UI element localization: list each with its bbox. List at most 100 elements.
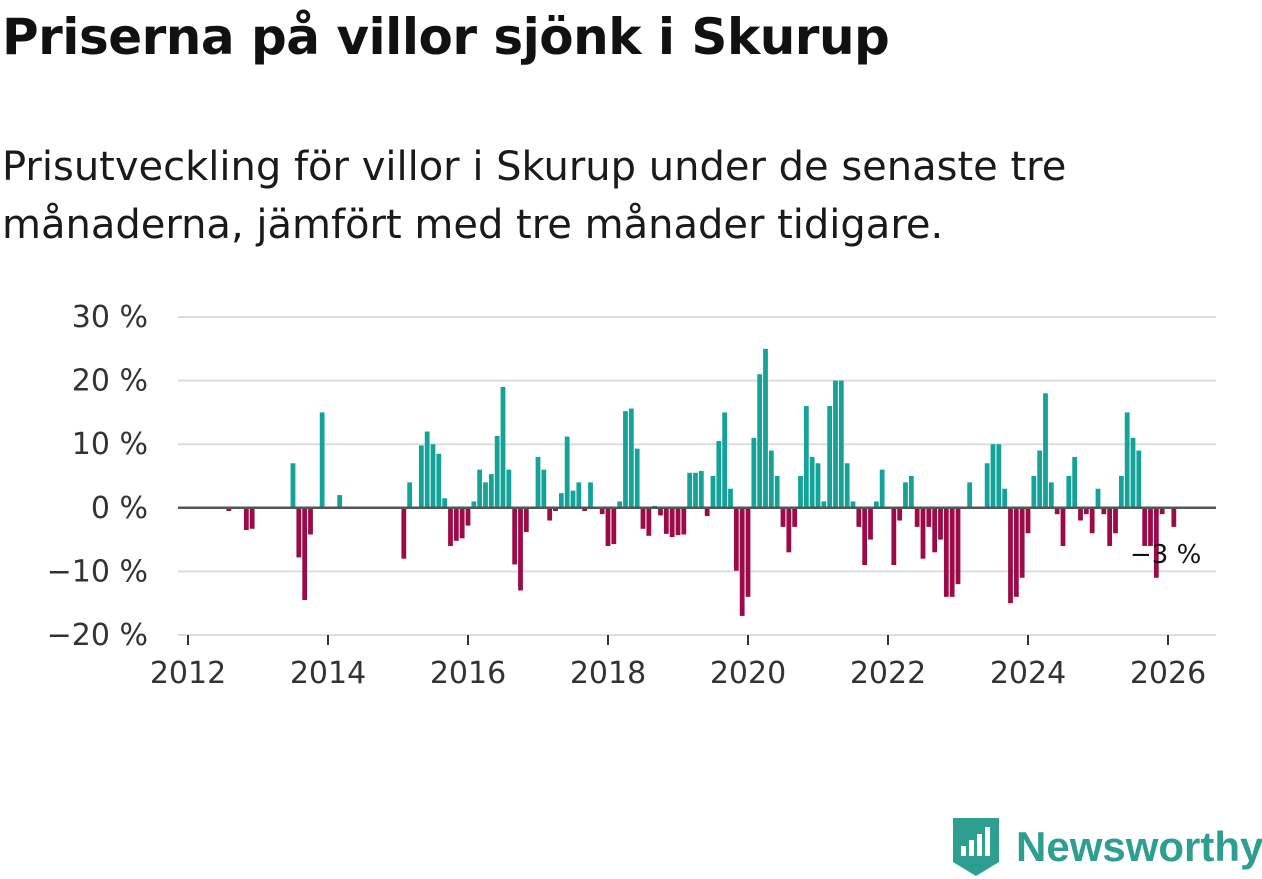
- bar: [873, 501, 879, 508]
- x-tick-label: 2024: [990, 656, 1066, 691]
- y-tick-label: 0 %: [91, 491, 148, 526]
- bar: [243, 507, 249, 531]
- bar: [1019, 507, 1025, 578]
- bar: [722, 412, 728, 508]
- bar: [897, 507, 903, 521]
- bar: [453, 507, 459, 541]
- bar: [535, 456, 541, 508]
- bar: [1171, 507, 1177, 527]
- bar: [757, 374, 763, 508]
- chart-title: Priserna på villor sjönk i Skurup: [2, 8, 890, 66]
- bar: [1153, 507, 1159, 578]
- y-tick-label: 10 %: [72, 427, 148, 462]
- bar: [611, 507, 617, 545]
- bar: [868, 507, 873, 540]
- x-tick-label: 2014: [290, 656, 366, 691]
- bar: [553, 507, 558, 511]
- bar: [716, 441, 722, 508]
- bar: [430, 444, 436, 508]
- bar: [1159, 507, 1165, 515]
- bar: [249, 507, 255, 529]
- bar: [623, 411, 628, 508]
- bar: [337, 495, 343, 508]
- bar: [634, 448, 640, 508]
- bar: [518, 507, 523, 591]
- bar: [1083, 507, 1089, 515]
- bar: [640, 507, 646, 529]
- bar: [1048, 482, 1054, 508]
- axes: −20 % −10 % 0 % 10 % 20 % 30 % 2012 2014 2016 201…: [47, 300, 1216, 691]
- bar: [1043, 393, 1048, 508]
- bar: [996, 444, 1002, 508]
- bar: [436, 453, 442, 508]
- bar: [523, 507, 529, 532]
- bar: [967, 482, 973, 508]
- bar: [1037, 450, 1043, 508]
- bar: [465, 507, 471, 526]
- bar: [1089, 507, 1095, 534]
- bar: [768, 450, 774, 508]
- bar: [1107, 507, 1113, 546]
- bar: [798, 476, 803, 508]
- x-tick-label: 2018: [570, 656, 646, 691]
- bar: [728, 488, 733, 508]
- grid-lines: [178, 316, 1216, 636]
- bar: [943, 507, 949, 597]
- bar: [669, 507, 675, 538]
- bar: [1101, 507, 1107, 515]
- bar: [786, 507, 792, 553]
- y-tick-label: −20 %: [47, 618, 148, 653]
- bar: [1136, 450, 1142, 508]
- bar: [920, 507, 926, 559]
- bar: [862, 507, 868, 566]
- bar: [1072, 456, 1078, 508]
- bar: [1148, 507, 1153, 546]
- bar: [710, 476, 716, 508]
- bar: [955, 507, 961, 585]
- bar: [1113, 507, 1118, 534]
- bar: [827, 406, 833, 508]
- bar: [856, 507, 862, 527]
- bar: [290, 463, 296, 508]
- bar: [914, 507, 920, 527]
- bars: [226, 348, 1177, 616]
- y-tick-label: 30 %: [72, 300, 148, 335]
- bar: [512, 507, 518, 565]
- bar: [739, 507, 745, 616]
- bar: [576, 482, 582, 508]
- bar: [570, 490, 576, 508]
- bar: [1066, 476, 1072, 508]
- bar: [844, 463, 850, 508]
- bar: [558, 493, 564, 508]
- bar: [1124, 412, 1130, 508]
- bar: [1054, 507, 1060, 515]
- bar: [308, 507, 313, 535]
- bar: [733, 507, 739, 571]
- brand-logo[interactable]: Newsworthy: [950, 816, 1262, 878]
- bar: [990, 444, 996, 508]
- bar: [850, 501, 856, 508]
- bar: [693, 472, 698, 508]
- bar: [442, 498, 448, 508]
- bar: [617, 501, 623, 508]
- bar: [809, 456, 815, 508]
- bar: [1118, 476, 1124, 508]
- bar: [938, 507, 943, 540]
- bar: [302, 507, 308, 601]
- brand-name: Newsworthy: [1016, 823, 1262, 870]
- chart-subtitle: Prisutveckling för villor i Skurup under…: [2, 144, 1067, 248]
- bar: [471, 501, 477, 508]
- bar: [418, 445, 424, 508]
- bar: [1002, 488, 1008, 508]
- bar: [803, 406, 809, 508]
- bar: [500, 386, 506, 508]
- bar: [488, 474, 494, 508]
- bar: [675, 507, 681, 536]
- bar: [745, 507, 751, 597]
- bar: [879, 469, 885, 508]
- bar: [663, 507, 669, 534]
- x-tick-label: 2012: [150, 656, 226, 691]
- bar: [1095, 488, 1101, 508]
- bar: [494, 435, 500, 508]
- y-tick-label: 20 %: [72, 364, 148, 399]
